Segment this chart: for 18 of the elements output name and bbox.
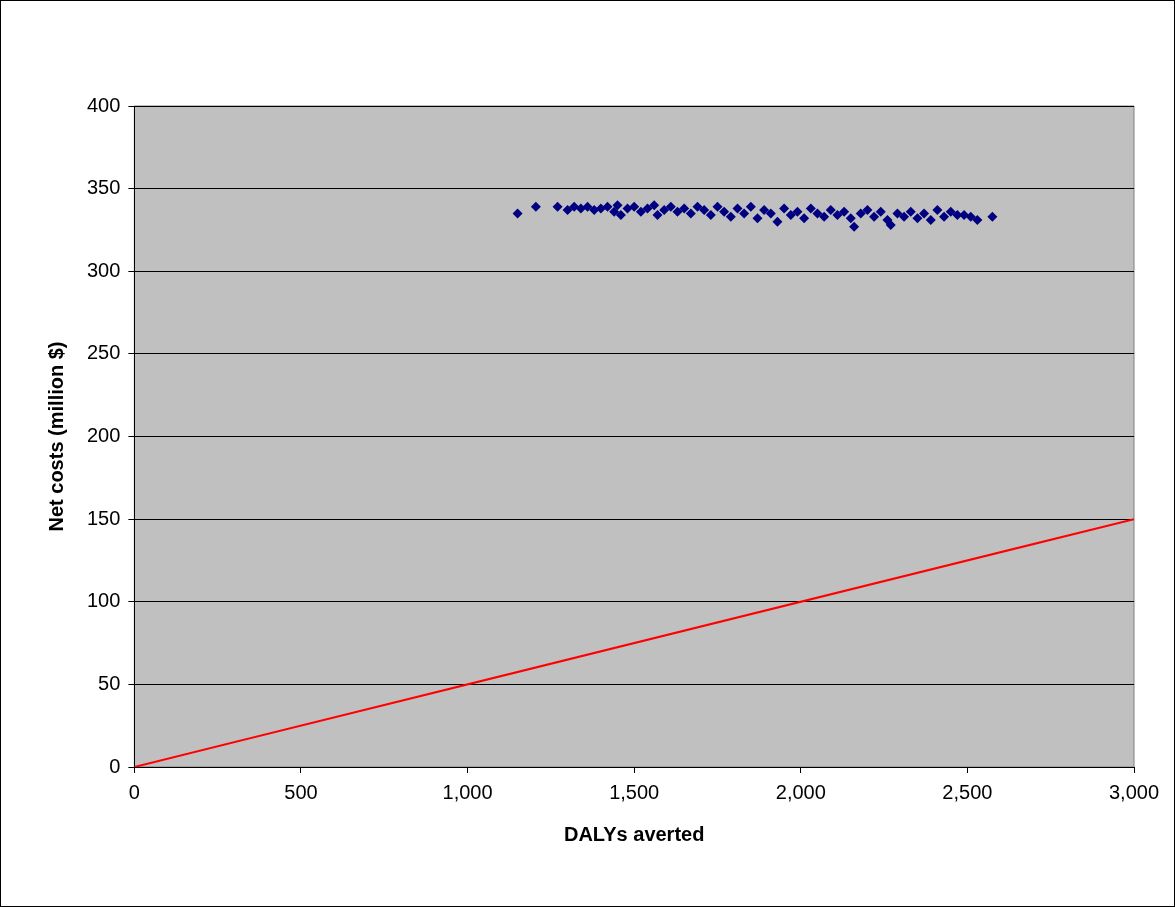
y-tick-label: 50 xyxy=(98,671,121,694)
x-tick-label: 2,000 xyxy=(775,780,826,803)
x-tick-label: 0 xyxy=(128,780,140,803)
y-tick-label: 250 xyxy=(86,341,121,364)
x-tick-label: 1,500 xyxy=(609,780,660,803)
y-tick-label: 0 xyxy=(109,754,121,777)
x-tick-label: 1,000 xyxy=(442,780,493,803)
x-tick-label: 500 xyxy=(284,780,318,803)
x-tick-label: 2,500 xyxy=(942,780,993,803)
x-axis-title: DALYs averted xyxy=(563,822,705,845)
y-tick-label: 150 xyxy=(86,506,121,529)
y-tick-label: 300 xyxy=(86,258,121,281)
x-tick-label: 3,000 xyxy=(1108,780,1160,803)
y-axis-title: Net costs (million $) xyxy=(44,341,67,532)
y-tick-label: 350 xyxy=(86,176,121,199)
y-tick-label: 100 xyxy=(86,589,121,612)
y-tick-label: 200 xyxy=(86,424,121,447)
y-tick-label: 400 xyxy=(86,93,121,116)
